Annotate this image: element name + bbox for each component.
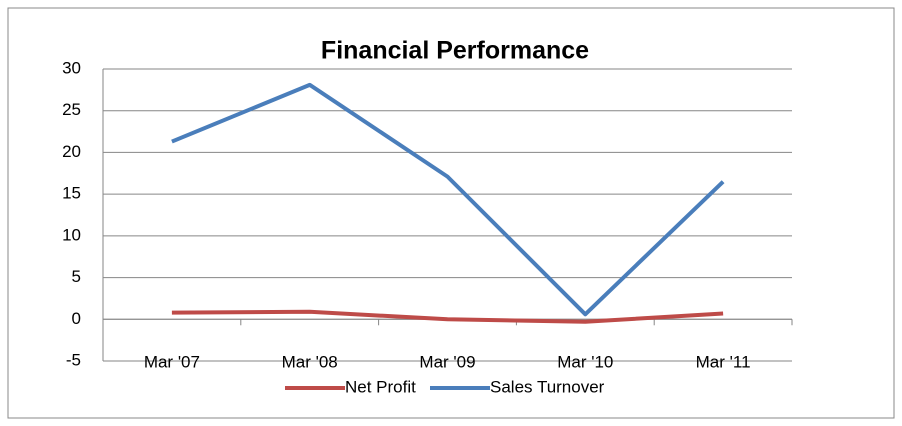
y-tick-label: 30 (62, 58, 81, 77)
x-tick-label: Mar '10 (557, 352, 613, 371)
x-tick-label: Mar '08 (282, 352, 338, 371)
y-tick-label: 20 (62, 142, 81, 161)
y-tick-label: 5 (72, 267, 81, 286)
y-tick-label: 15 (62, 184, 81, 203)
x-tick-label: Mar '09 (419, 352, 475, 371)
x-tick-label: Mar '07 (144, 352, 200, 371)
y-tick-label: 10 (62, 225, 81, 244)
x-tick-label: Mar '11 (696, 352, 751, 371)
y-tick-label: -5 (66, 350, 81, 369)
chart-title: Financial Performance (321, 37, 589, 65)
series-line (171, 309, 724, 324)
y-tick-label: 0 (72, 309, 81, 328)
legend-label: Net Profit (345, 377, 416, 396)
chart-border (7, 7, 895, 419)
series-line (171, 82, 725, 317)
y-tick-label: 25 (62, 100, 81, 119)
legend-label: Sales Turnover (490, 377, 605, 396)
